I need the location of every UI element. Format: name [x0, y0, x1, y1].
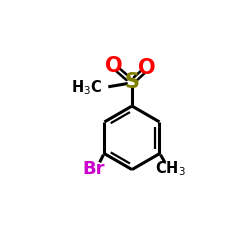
- Text: S: S: [124, 72, 140, 92]
- Text: H$_3$C: H$_3$C: [71, 78, 102, 97]
- Text: O: O: [105, 56, 122, 76]
- Text: CH$_3$: CH$_3$: [155, 160, 186, 178]
- Text: Br: Br: [83, 160, 105, 178]
- Text: O: O: [138, 58, 156, 78]
